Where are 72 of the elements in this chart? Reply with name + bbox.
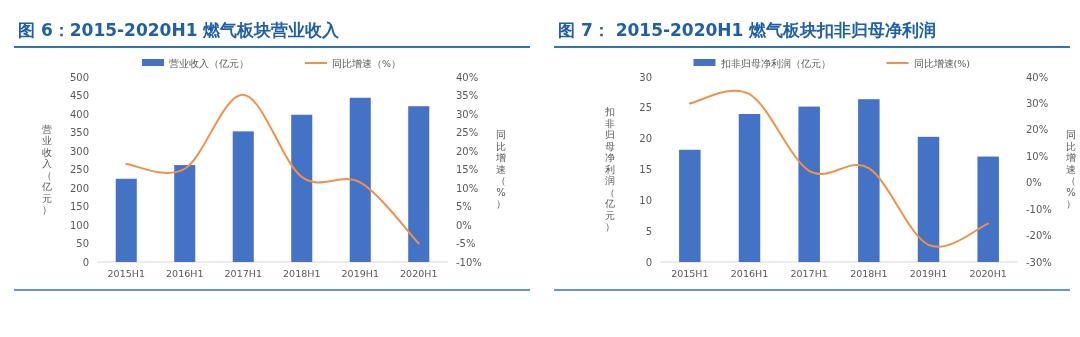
y2-tick-label: -10% xyxy=(456,256,482,268)
bar xyxy=(858,99,880,262)
chart-title: 图 6：2015-2020H1 燃气板块营业收入 xyxy=(18,20,341,40)
legend-label: 同比增速(%) xyxy=(913,57,970,69)
y2-tick-label: -5% xyxy=(456,238,476,249)
bar xyxy=(232,131,254,262)
x-tick-label: 2016H1 xyxy=(166,268,204,279)
bar xyxy=(174,165,196,262)
x-tick-label: 2018H1 xyxy=(283,268,321,279)
y-tick-label: 300 xyxy=(69,145,89,157)
bar xyxy=(798,106,820,262)
y2-tick-label: 30% xyxy=(1026,97,1049,109)
y-tick-label: 100 xyxy=(69,219,89,231)
y-axis-title: 营业收入（亿元） xyxy=(41,123,52,215)
y2-tick-label: 40% xyxy=(1026,71,1049,83)
legend-label: 营业收入（亿元） xyxy=(169,57,249,69)
y-tick-label: 150 xyxy=(69,201,89,212)
y-tick-label: 10 xyxy=(639,194,652,206)
text: 扣非归母净利润（亿元） xyxy=(605,106,615,233)
x-tick-label: 2015H1 xyxy=(671,268,709,279)
y2-tick-label: 40% xyxy=(456,71,479,83)
y2-tick-label: 10% xyxy=(456,182,479,194)
y2-tick-label: 15% xyxy=(456,164,479,175)
y2-tick-label: 5% xyxy=(456,201,472,212)
x-tick-label: 2015H1 xyxy=(107,268,145,279)
y2-tick-label: 0% xyxy=(456,219,472,231)
y-tick-label: 5 xyxy=(645,225,652,237)
y-tick-label: 20 xyxy=(639,133,652,145)
legend-label: 同比增速（%） xyxy=(332,57,402,69)
y2-tick-label: -30% xyxy=(1026,256,1052,268)
y-tick-label: 250 xyxy=(69,164,89,175)
y2-tick-label: 20% xyxy=(1026,124,1049,136)
y-tick-label: 500 xyxy=(69,71,89,83)
y-tick-label: 25 xyxy=(639,102,652,114)
y2-tick-label: 35% xyxy=(456,90,479,101)
y2-tick-label: 10% xyxy=(1026,150,1049,162)
y-tick-label: 200 xyxy=(69,182,89,194)
y-tick-label: 400 xyxy=(69,108,89,120)
bar xyxy=(291,114,313,262)
y2-axis-title: 同比增速（%） xyxy=(495,129,506,210)
bar xyxy=(349,97,371,262)
y-tick-label: 0 xyxy=(82,256,89,268)
y-tick-label: 50 xyxy=(76,238,89,249)
chart-title: 图 7： 2015-2020H1 燃气板块扣非归母净利润 xyxy=(558,20,937,40)
y-tick-label: 0 xyxy=(645,256,652,268)
x-tick-label: 2020H1 xyxy=(969,268,1007,279)
x-tick-label: 2019H1 xyxy=(909,268,948,279)
y-tick-label: 350 xyxy=(69,127,89,138)
bar xyxy=(917,136,940,262)
x-tick-label: 2020H1 xyxy=(400,268,438,279)
y2-tick-label: 30% xyxy=(456,108,479,120)
bar xyxy=(408,106,430,262)
y-tick-label: 15 xyxy=(639,164,652,175)
bar xyxy=(679,149,701,262)
y2-tick-label: -10% xyxy=(1026,203,1052,215)
bar xyxy=(738,114,761,262)
x-tick-label: 2019H1 xyxy=(341,268,379,279)
y2-tick-label: 0% xyxy=(1026,177,1042,189)
bar xyxy=(977,156,999,262)
x-tick-label: 2018H1 xyxy=(850,268,888,279)
y-tick-label: 30 xyxy=(639,71,652,83)
y2-tick-label: 25% xyxy=(456,127,479,138)
x-tick-label: 2016H1 xyxy=(730,268,769,279)
legend-label: 扣非归母净利润（亿元） xyxy=(719,57,831,69)
y2-tick-label: -20% xyxy=(1026,230,1052,242)
bar xyxy=(115,178,137,262)
y2-tick-label: 20% xyxy=(456,145,479,157)
line-series xyxy=(125,93,420,245)
y2-axis-title: 同比增速（%） xyxy=(1065,129,1076,210)
x-tick-label: 2017H1 xyxy=(790,268,828,279)
x-tick-label: 2017H1 xyxy=(224,268,262,279)
y-tick-label: 450 xyxy=(69,90,89,101)
